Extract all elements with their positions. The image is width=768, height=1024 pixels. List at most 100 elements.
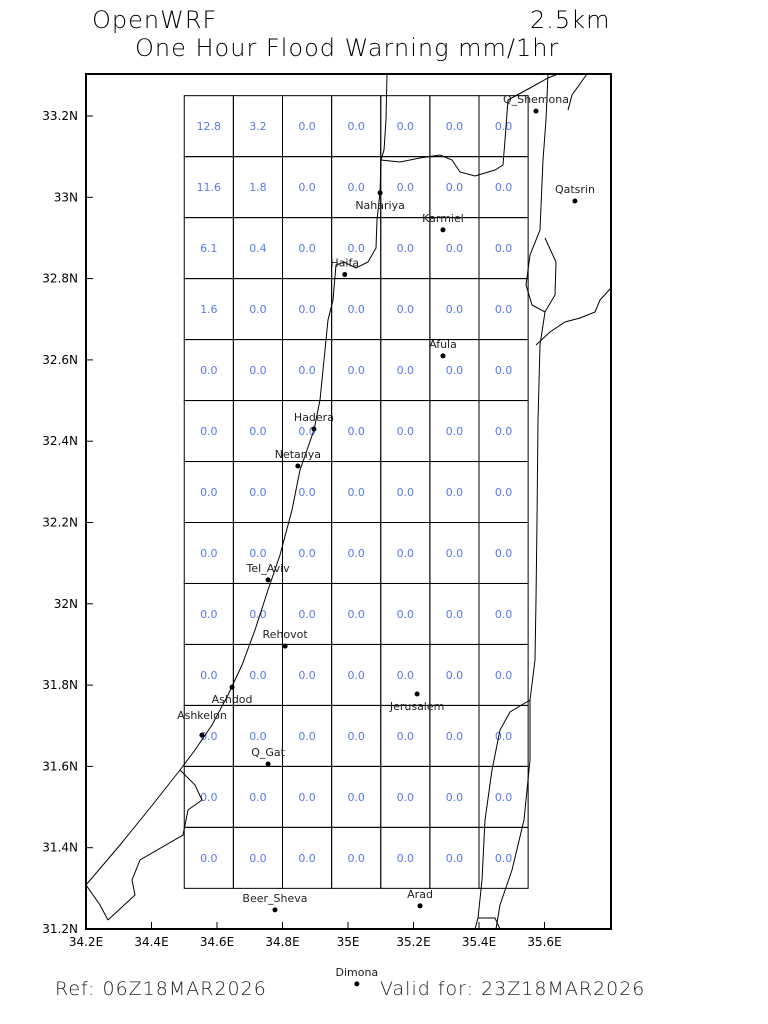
axis-ticks: 34.2E 34.4E 34.6E 34.8E 35E 35.2E 35.4E 35.6E 31… bbox=[42, 109, 561, 949]
cell-value: 0.0 bbox=[298, 669, 316, 682]
cell-value: 0.0 bbox=[446, 791, 464, 804]
lon-tick-label: 34.4E bbox=[134, 935, 168, 949]
lebanon-border bbox=[380, 73, 559, 177]
cell-value: 0.0 bbox=[200, 608, 218, 621]
city-marker bbox=[229, 684, 235, 690]
city-marker bbox=[272, 907, 278, 913]
cell-value: 0.0 bbox=[446, 242, 464, 255]
cell-value: 0.0 bbox=[347, 425, 365, 438]
golan-border bbox=[525, 73, 612, 346]
cell-value: 0.0 bbox=[446, 547, 464, 560]
city-marker bbox=[417, 903, 423, 909]
lat-tick-label: 31.4N bbox=[42, 841, 78, 855]
city-label: Arad bbox=[407, 888, 433, 901]
cell-value: 0.0 bbox=[347, 181, 365, 194]
cell-value: 0.0 bbox=[347, 364, 365, 377]
map-title: One Hour Flood Warning mm/1hr bbox=[135, 34, 560, 62]
city-label: Qatsrin bbox=[555, 183, 595, 196]
city-marker bbox=[414, 691, 420, 697]
lat-tick-label: 32N bbox=[54, 597, 78, 611]
city-label: Beer_Sheva bbox=[242, 892, 307, 905]
cell-value: 0.0 bbox=[200, 364, 218, 377]
city-marker bbox=[282, 643, 288, 649]
coastline bbox=[85, 73, 388, 886]
cell-value: 0.0 bbox=[200, 852, 218, 865]
cell-value: 0.0 bbox=[495, 547, 513, 560]
cell-value: 0.0 bbox=[446, 303, 464, 316]
city-marker bbox=[199, 732, 205, 738]
city-marker bbox=[342, 272, 348, 278]
city-label: Jerusalem bbox=[389, 700, 445, 713]
lon-tick-label: 34.2E bbox=[69, 935, 103, 949]
cell-value: 0.0 bbox=[298, 547, 316, 560]
cell-value: 0.0 bbox=[495, 791, 513, 804]
model-name: OpenWRF bbox=[92, 6, 218, 34]
city-label: Ashkelon bbox=[177, 709, 227, 722]
cell-value: 0.0 bbox=[200, 547, 218, 560]
city-label: Afula bbox=[429, 338, 457, 351]
city-label: Nahariya bbox=[355, 199, 405, 212]
cell-value: 12.8 bbox=[197, 120, 222, 133]
cell-value: 0.0 bbox=[495, 181, 513, 194]
city-marker bbox=[354, 981, 360, 987]
cell-value: 0.0 bbox=[200, 730, 218, 743]
cell-value: 0.0 bbox=[249, 669, 267, 682]
cell-value: 0.0 bbox=[446, 669, 464, 682]
cell-value: 0.0 bbox=[397, 852, 415, 865]
cell-value: 0.0 bbox=[397, 181, 415, 194]
grid-layer: 12.8 3.2 0.0 0.0 0.0 0.0 0.0 11.6 1.8 0.0 0.0 0.0 0.… bbox=[183, 95, 529, 889]
cell-value: 0.0 bbox=[446, 120, 464, 133]
cell-value: 0.0 bbox=[397, 120, 415, 133]
cell-value: 0.0 bbox=[397, 730, 415, 743]
city-marker bbox=[533, 108, 539, 114]
city-marker bbox=[440, 227, 446, 233]
cell-value: 0.0 bbox=[298, 242, 316, 255]
reference-time: Ref: 06Z18MAR2026 bbox=[55, 978, 267, 1000]
cell-value: 0.0 bbox=[446, 181, 464, 194]
city-marker bbox=[440, 353, 446, 359]
cell-value: 0.0 bbox=[495, 425, 513, 438]
lon-tick-label: 35E bbox=[337, 935, 360, 949]
grid-cell bbox=[478, 826, 529, 889]
lat-tick-label: 33N bbox=[54, 190, 78, 204]
cell-value: 0.0 bbox=[298, 730, 316, 743]
coastlines-borders bbox=[85, 73, 612, 930]
cell-value: 0.0 bbox=[446, 730, 464, 743]
cell-value: 0.0 bbox=[397, 486, 415, 499]
cell-value: 0.0 bbox=[298, 608, 316, 621]
cell-value: 0.0 bbox=[249, 547, 267, 560]
city-marker bbox=[311, 426, 317, 432]
city-marker bbox=[572, 198, 578, 204]
lat-tick-label: 31.6N bbox=[42, 759, 78, 773]
city-label: Rehovot bbox=[263, 628, 309, 641]
cell-value: 0.4 bbox=[249, 242, 267, 255]
cell-value: 0.0 bbox=[298, 181, 316, 194]
lon-tick-label: 35.4E bbox=[462, 935, 496, 949]
west-bank-border bbox=[474, 311, 546, 930]
cell-value: 0.0 bbox=[298, 364, 316, 377]
cell-value: 0.0 bbox=[249, 730, 267, 743]
cell-value: 0.0 bbox=[495, 669, 513, 682]
lat-tick-label: 32.4N bbox=[42, 434, 78, 448]
sinai-coast bbox=[85, 884, 109, 921]
cell-value: 0.0 bbox=[249, 364, 267, 377]
cell-value: 0.0 bbox=[347, 120, 365, 133]
cell-value: 0.0 bbox=[298, 486, 316, 499]
lat-tick-label: 33.2N bbox=[42, 109, 78, 123]
cell-value: 0.0 bbox=[397, 303, 415, 316]
cell-value: 0.0 bbox=[249, 791, 267, 804]
city-marker bbox=[265, 761, 271, 767]
cell-value: 0.0 bbox=[347, 669, 365, 682]
cell-value: 0.0 bbox=[495, 242, 513, 255]
cell-value: 1.6 bbox=[200, 303, 218, 316]
cell-value: 0.0 bbox=[495, 364, 513, 377]
cell-value: 0.0 bbox=[495, 303, 513, 316]
city-layer: Q_Shemona Qatsrin Nahariya Karmiel Haifa Aful… bbox=[177, 93, 595, 987]
cell-value: 0.0 bbox=[200, 486, 218, 499]
cell-value: 0.0 bbox=[495, 852, 513, 865]
cell-value: 0.0 bbox=[397, 364, 415, 377]
cell-value: 0.0 bbox=[347, 791, 365, 804]
cell-value: 1.8 bbox=[249, 181, 267, 194]
lat-tick-label: 32.2N bbox=[42, 516, 78, 530]
cell-value: 0.0 bbox=[347, 303, 365, 316]
